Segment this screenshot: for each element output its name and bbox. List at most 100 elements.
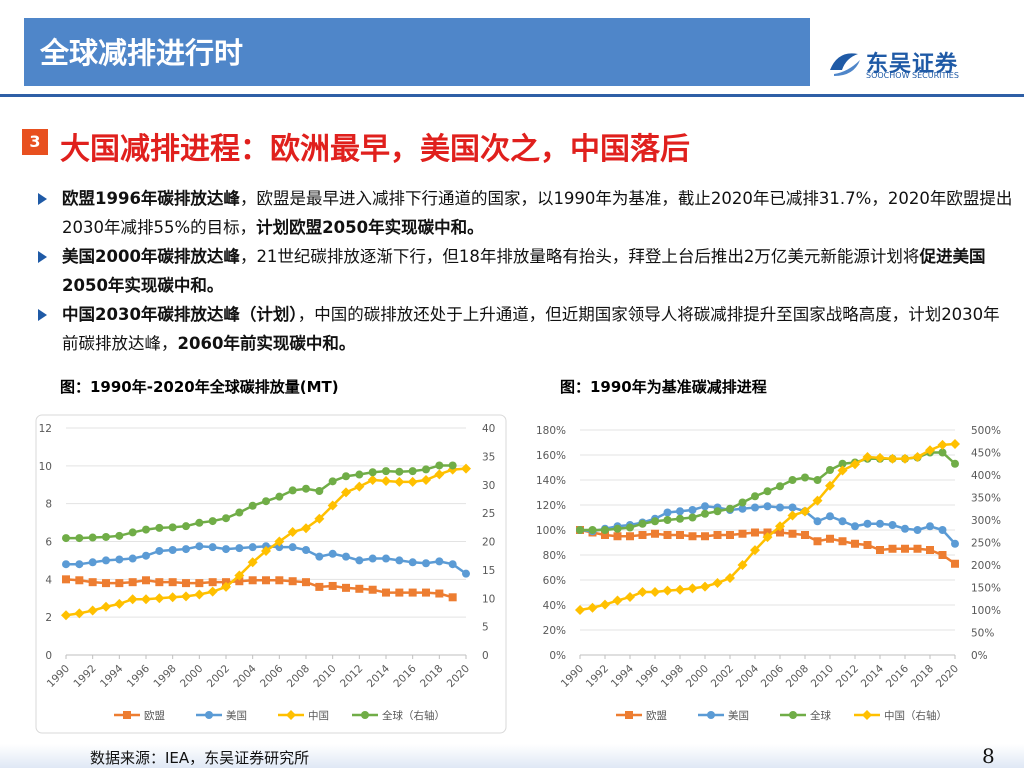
logo [830, 53, 860, 76]
marker [114, 598, 125, 609]
marker [314, 513, 325, 524]
x-tick-label: 1996 [634, 662, 662, 690]
marker [395, 588, 404, 597]
y-tick-label: 140% [536, 475, 566, 487]
marker [328, 477, 337, 486]
bullet: 中国2030年碳排放达峰（计划），中国的碳排放还处于上升通道，但近期国家领导人将… [38, 300, 1013, 358]
x-tick-label: 1992 [71, 663, 98, 690]
x-tick-label: 2014 [365, 662, 393, 690]
marker [355, 556, 364, 565]
bullet-text: 计划欧盟2050年实现碳中和。 [256, 218, 484, 237]
marker [262, 576, 270, 585]
marker [168, 546, 177, 555]
marker [461, 463, 471, 474]
marker [762, 532, 773, 543]
marker [367, 475, 378, 486]
marker [234, 570, 245, 581]
marker [851, 522, 859, 531]
y-tick-label: 12 [39, 423, 52, 435]
y-tick-label: 4 [45, 574, 52, 586]
footer-source: 数据来源：IEA，东吴证券研究所 [90, 749, 310, 767]
marker [850, 459, 860, 470]
y-tick-label: 0 [45, 650, 52, 662]
marker [62, 534, 70, 543]
x-tick-label: 2012 [834, 663, 861, 690]
marker [838, 517, 847, 526]
x-tick-label: 2016 [391, 662, 419, 690]
marker [676, 514, 684, 523]
y-tick-label: 60% [543, 575, 566, 587]
y-tick-label: 180% [536, 425, 566, 437]
marker [361, 711, 369, 719]
marker [663, 508, 672, 517]
x-tick-label: 2018 [418, 663, 445, 690]
marker [75, 576, 84, 585]
marker [102, 579, 110, 588]
marker [725, 573, 735, 584]
y2-tick-label: 50% [971, 628, 994, 640]
marker [788, 503, 797, 512]
marker [651, 517, 659, 526]
marker [663, 516, 672, 524]
marker [925, 445, 935, 456]
marker [208, 578, 217, 587]
bullet-text: 2060年前实现碳中和。 [177, 334, 356, 353]
marker [301, 523, 311, 534]
marker [354, 481, 365, 492]
marker [701, 509, 709, 518]
marker [275, 576, 284, 585]
y2-tick-label: 15 [482, 565, 495, 577]
marker [327, 500, 338, 511]
marker [787, 510, 798, 521]
marker [222, 545, 230, 554]
y2-tick-label: 100% [971, 605, 1001, 617]
marker [837, 465, 848, 476]
marker [342, 583, 350, 592]
y2-tick-label: 0 [482, 650, 489, 662]
y2-tick-label: 150% [971, 583, 1001, 595]
marker [800, 506, 810, 517]
x-tick-label: 2004 [231, 662, 259, 690]
marker [887, 453, 898, 464]
marker [938, 551, 947, 559]
series-line [66, 464, 453, 540]
marker [422, 588, 430, 597]
y-tick-label: 8 [45, 499, 52, 511]
bullet-text: 中国2030年碳排放达峰（计划） [62, 305, 298, 324]
marker [826, 534, 834, 543]
chart-title: 图：1990年为基准碳减排进程 [560, 378, 767, 396]
marker [168, 578, 177, 587]
legend-label: 美国 [226, 709, 247, 722]
chart-title: 图：1990年-2020年全球碳排放量(MT) [60, 378, 339, 396]
marker [408, 588, 417, 597]
marker [355, 584, 364, 593]
x-tick-label: 2014 [859, 662, 887, 690]
marker [951, 459, 959, 468]
y-tick-label: 100% [536, 525, 566, 537]
y2-tick-label: 25 [482, 508, 495, 520]
brand: 东吴证券 [866, 52, 959, 77]
bullet-text: 美国2000年碳排放达峰 [62, 247, 240, 266]
bullet-text: ，21世纪碳排放逐渐下行，但18年排放量略有抬头，拜登上台后推出2万亿美元新能源… [239, 247, 920, 266]
marker [221, 581, 231, 592]
marker [181, 591, 191, 602]
x-tick-label: 2012 [338, 663, 365, 690]
y-tick-label: 160% [536, 450, 566, 462]
marker [726, 504, 734, 513]
legend-label: 欧盟 [144, 710, 165, 722]
marker [738, 498, 747, 507]
marker [382, 554, 390, 563]
marker [776, 482, 784, 491]
marker [663, 531, 672, 539]
marker [448, 593, 457, 602]
header-bar [24, 18, 810, 86]
legend-label: 欧盟 [646, 710, 667, 722]
marker [315, 582, 324, 591]
marker [115, 579, 124, 588]
marker [422, 465, 430, 474]
y-tick-label: 6 [45, 537, 52, 549]
marker [938, 526, 947, 534]
marker [912, 452, 923, 462]
marker [302, 484, 310, 493]
marker [141, 594, 151, 605]
